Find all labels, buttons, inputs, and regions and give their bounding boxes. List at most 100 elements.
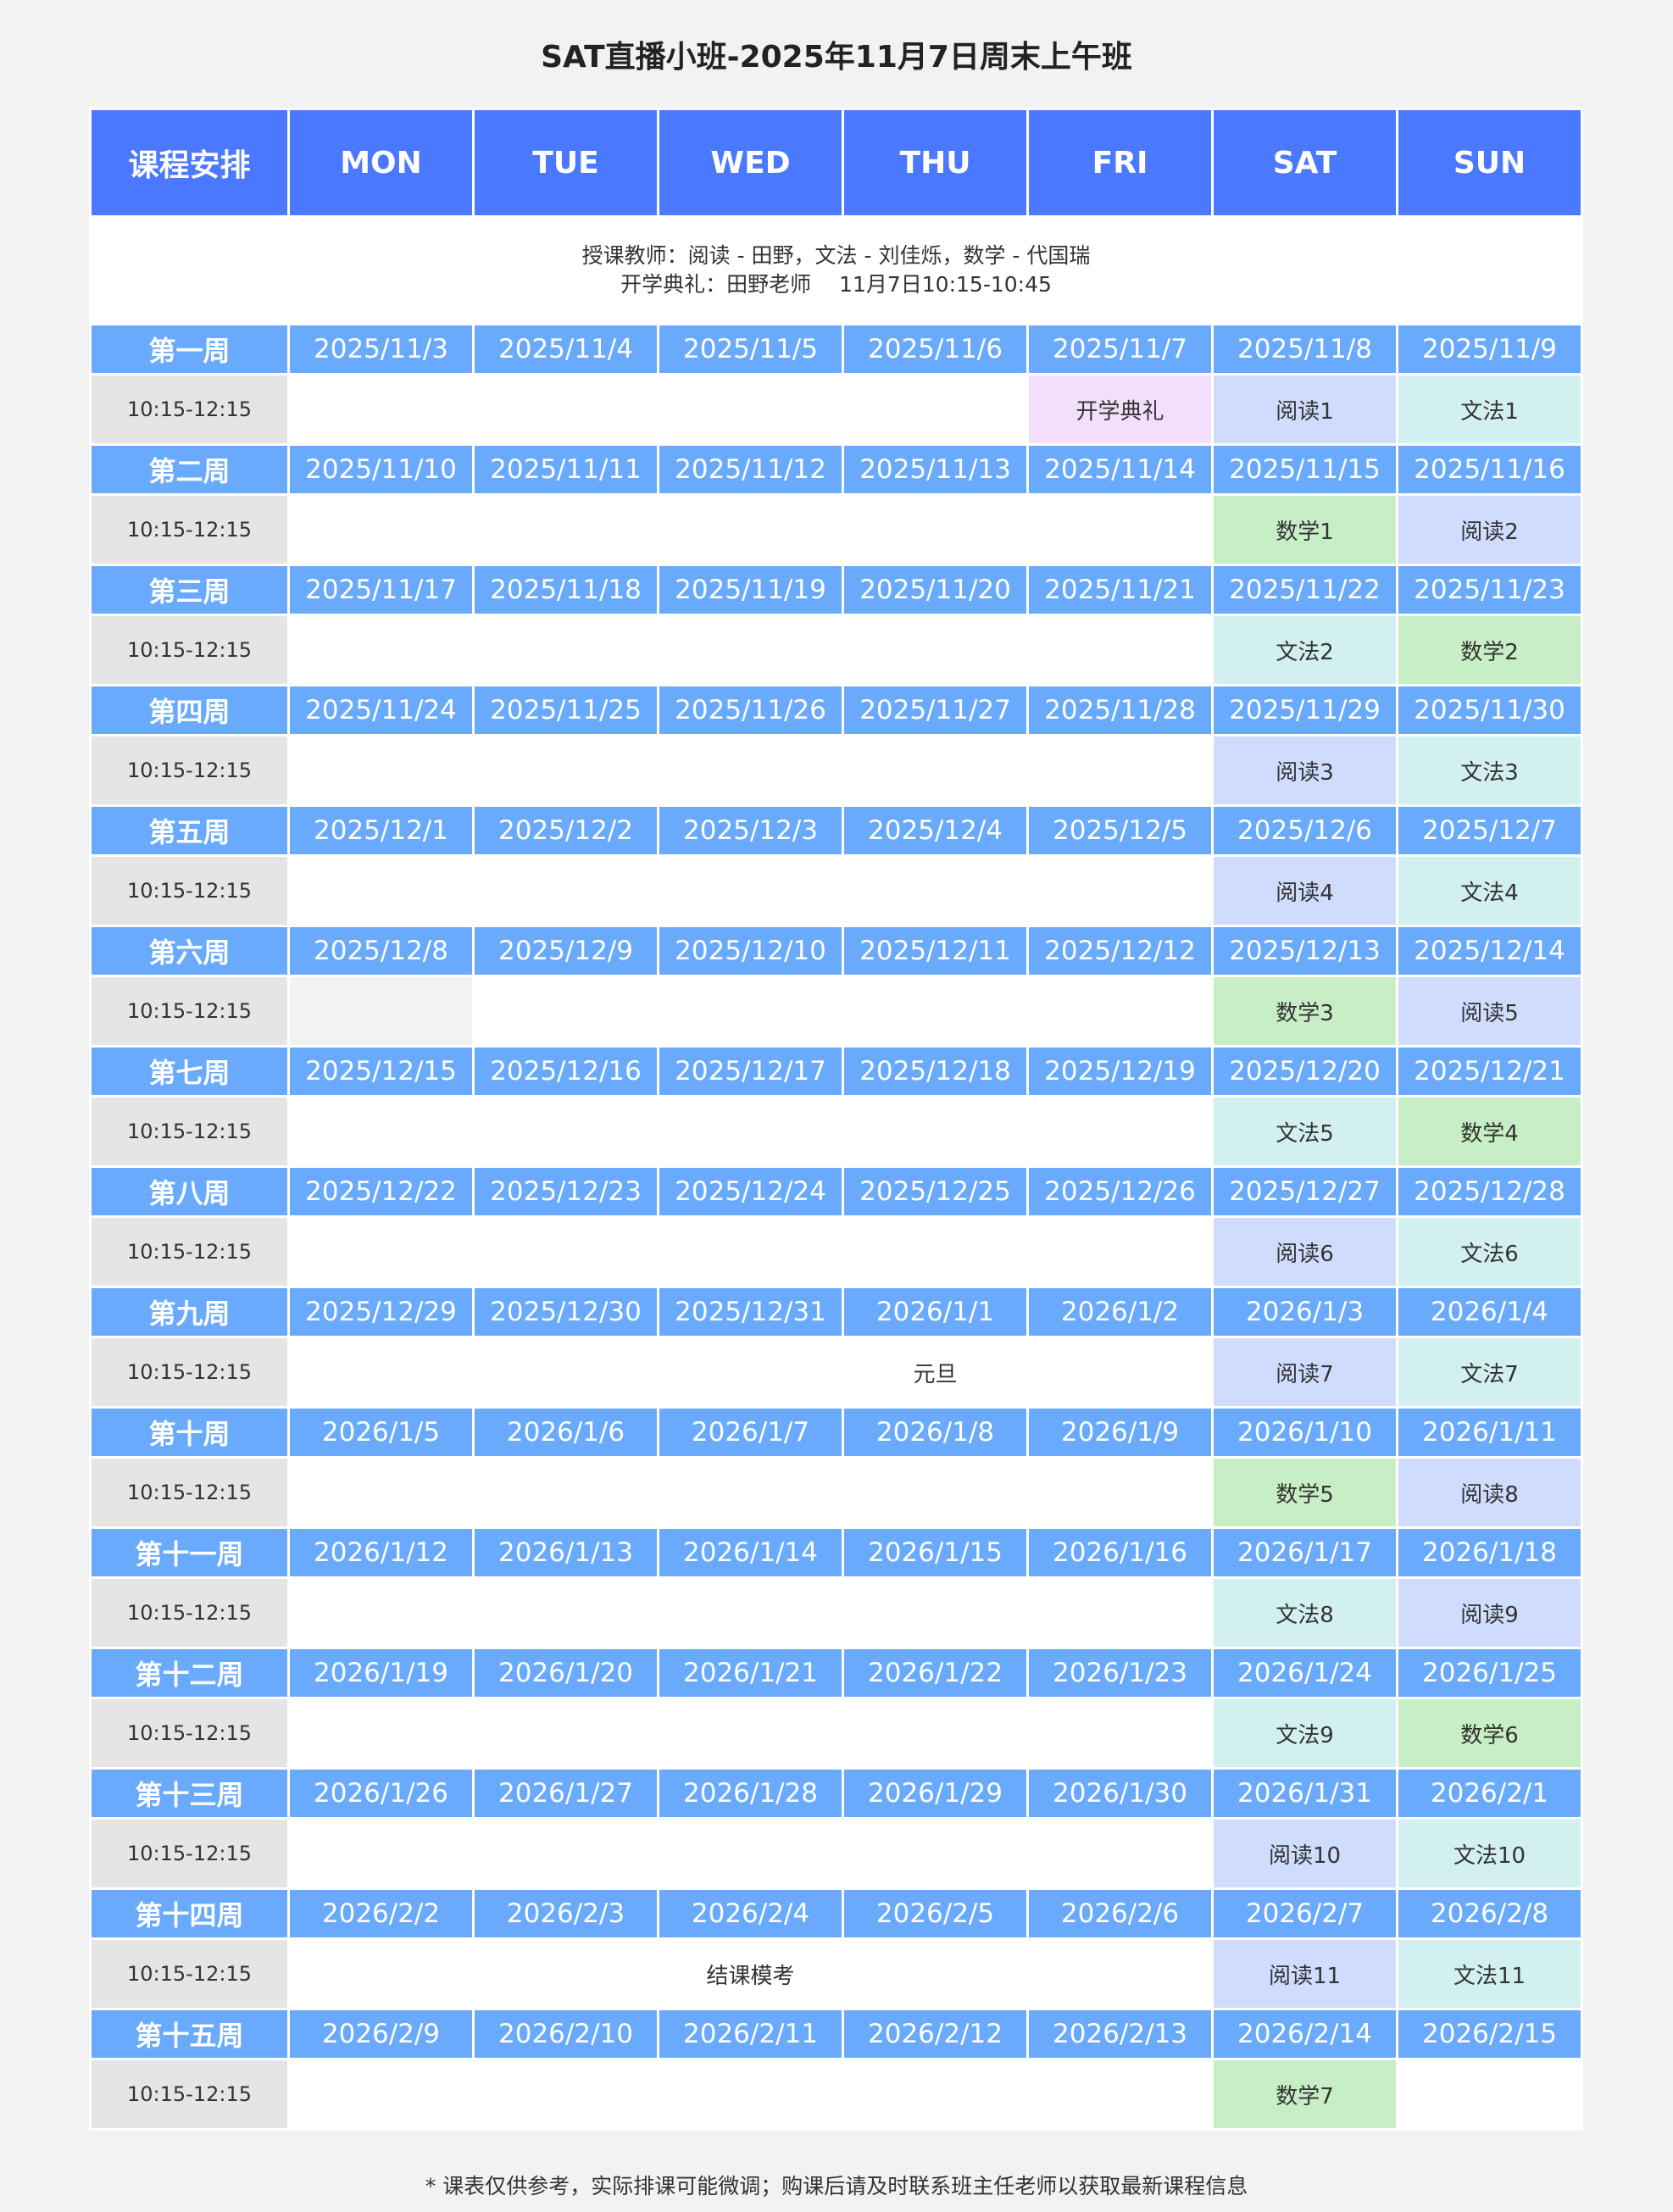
- date-cell: 2026/1/28: [657, 1767, 844, 1820]
- lesson-cell: 数学4: [1396, 1095, 1583, 1168]
- empty-cell: [657, 1095, 844, 1168]
- date-cell: 2026/1/11: [1396, 1406, 1583, 1459]
- lesson-cell: 阅读8: [1396, 1456, 1583, 1529]
- empty-cell: [842, 854, 1029, 927]
- header-tue: TUE: [472, 108, 659, 218]
- date-cell: 2025/11/3: [287, 323, 475, 375]
- lesson-cell: 数学7: [1211, 2058, 1398, 2131]
- empty-cell: [472, 854, 659, 927]
- lesson-cell: 阅读1: [1211, 373, 1398, 446]
- date-cell: 2025/12/12: [1026, 925, 1214, 977]
- empty-cell: [842, 1576, 1029, 1649]
- date-cell: 2026/1/12: [287, 1526, 475, 1579]
- week-label: 第十周: [89, 1406, 290, 1459]
- lesson-cell: 文法3: [1396, 734, 1583, 807]
- empty-cell: [657, 854, 844, 927]
- lesson-cell: 数学3: [1211, 975, 1398, 1048]
- date-cell: 2025/11/19: [657, 564, 844, 616]
- date-cell: 2026/1/1: [842, 1286, 1029, 1338]
- empty-cell: [287, 854, 475, 927]
- date-cell: 2025/12/6: [1211, 804, 1398, 857]
- week-slot-row: 10:15-12:15 元旦 阅读7 文法7: [89, 1336, 1583, 1409]
- week-slot-row: 10:15-12:15 阅读3 文法3: [89, 734, 1583, 807]
- empty-cell: [657, 975, 844, 1048]
- empty-cell: [842, 373, 1029, 446]
- page-title: SAT直播小班-2025年11月7日周末上午班: [541, 40, 1132, 75]
- date-cell: 2026/2/8: [1396, 1887, 1583, 1940]
- lesson-cell: 元旦: [842, 1336, 1029, 1409]
- date-cell: 2025/11/15: [1211, 443, 1398, 496]
- date-cell: 2025/11/9: [1396, 323, 1583, 375]
- date-cell: 2026/2/11: [657, 2008, 844, 2060]
- date-cell: 2026/1/19: [287, 1647, 475, 1699]
- date-cell: 2025/12/29: [287, 1286, 475, 1338]
- empty-cell: [1026, 1697, 1214, 1770]
- info-row: 授课教师：阅读 - 田野，文法 - 刘佳烁，数学 - 代国瑞 开学典礼：田野老师…: [89, 215, 1583, 325]
- empty-cell: [287, 734, 475, 807]
- date-cell: 2025/12/4: [842, 804, 1029, 857]
- date-cell: 2025/12/14: [1396, 925, 1583, 977]
- lesson-cell: 阅读2: [1396, 493, 1583, 566]
- empty-cell: [287, 1095, 475, 1168]
- header-fri: FRI: [1026, 108, 1214, 218]
- empty-cell: [472, 373, 659, 446]
- header-sun: SUN: [1396, 108, 1583, 218]
- date-cell: 2025/12/30: [472, 1286, 659, 1338]
- empty-cell: [472, 493, 659, 566]
- week-label: 第十四周: [89, 1887, 290, 1940]
- week-date-row: 第十五周 2026/2/9 2026/2/10 2026/2/11 2026/2/12 2…: [89, 2008, 1583, 2060]
- week-slot-row: 10:15-12:15 文法9 数学6: [89, 1697, 1583, 1770]
- lesson-cell: 数学2: [1396, 614, 1583, 686]
- week-date-row: 第八周 2025/12/22 2025/12/23 2025/12/24 2025/12…: [89, 1165, 1583, 1218]
- week-slot-row: 10:15-12:15 开学典礼 阅读1 文法1: [89, 373, 1583, 446]
- date-cell: 2025/12/2: [472, 804, 659, 857]
- empty-cell: [472, 1215, 659, 1288]
- empty-cell: [1026, 493, 1214, 566]
- week-slot-row: 10:15-12:15 数学5 阅读8: [89, 1456, 1583, 1529]
- date-cell: 2025/12/23: [472, 1165, 659, 1218]
- empty-cell: [842, 2058, 1029, 2131]
- empty-cell: [842, 1817, 1029, 1890]
- date-cell: 2025/12/11: [842, 925, 1029, 977]
- lesson-cell: 文法7: [1396, 1336, 1583, 1409]
- empty-cell: [1396, 2058, 1583, 2131]
- empty-cell: [842, 1697, 1029, 1770]
- date-cell: 2025/11/21: [1026, 564, 1214, 616]
- date-cell: 2025/12/15: [287, 1045, 475, 1098]
- empty-cell: [657, 1215, 844, 1288]
- week-label: 第七周: [89, 1045, 290, 1098]
- week-date-row: 第三周 2025/11/17 2025/11/18 2025/11/19 2025/11…: [89, 564, 1583, 616]
- empty-cell: [287, 1215, 475, 1288]
- date-cell: 2026/1/27: [472, 1767, 659, 1820]
- empty-cell: [1026, 734, 1214, 807]
- date-cell: 2025/12/5: [1026, 804, 1214, 857]
- week-slot-row: 10:15-12:15 阅读10 文法10: [89, 1817, 1583, 1890]
- date-cell: 2025/12/18: [842, 1045, 1029, 1098]
- date-cell: 2026/2/10: [472, 2008, 659, 2060]
- week-date-row: 第六周 2025/12/8 2025/12/9 2025/12/10 2025/12/1…: [89, 925, 1583, 977]
- time-slot: 10:15-12:15: [89, 1336, 290, 1409]
- date-cell: 2025/12/17: [657, 1045, 844, 1098]
- date-cell: 2025/11/17: [287, 564, 475, 616]
- date-cell: 2026/1/18: [1396, 1526, 1583, 1579]
- date-cell: 2026/1/29: [842, 1767, 1029, 1820]
- empty-cell: [287, 1576, 475, 1649]
- date-cell: 2026/1/26: [287, 1767, 475, 1820]
- date-cell: 2026/1/16: [1026, 1526, 1214, 1579]
- time-slot: 10:15-12:15: [89, 1697, 290, 1770]
- date-cell: 2025/12/24: [657, 1165, 844, 1218]
- lesson-cell: 阅读9: [1396, 1576, 1583, 1649]
- date-cell: 2026/2/2: [287, 1887, 475, 1940]
- empty-cell: [657, 1336, 844, 1409]
- date-cell: 2026/1/14: [657, 1526, 844, 1579]
- week-slot-row: 10:15-12:15 文法2 数学2: [89, 614, 1583, 686]
- date-cell: 2025/11/20: [842, 564, 1029, 616]
- date-cell: 2026/2/6: [1026, 1887, 1214, 1940]
- week-date-row: 第七周 2025/12/15 2025/12/16 2025/12/17 2025/12…: [89, 1045, 1583, 1098]
- lesson-cell: 文法9: [1211, 1697, 1398, 1770]
- empty-cell: [472, 1336, 659, 1409]
- date-cell: 2025/12/8: [287, 925, 475, 977]
- empty-cell: [657, 373, 844, 446]
- lesson-cell: 文法2: [1211, 614, 1398, 686]
- date-cell: 2026/1/15: [842, 1526, 1029, 1579]
